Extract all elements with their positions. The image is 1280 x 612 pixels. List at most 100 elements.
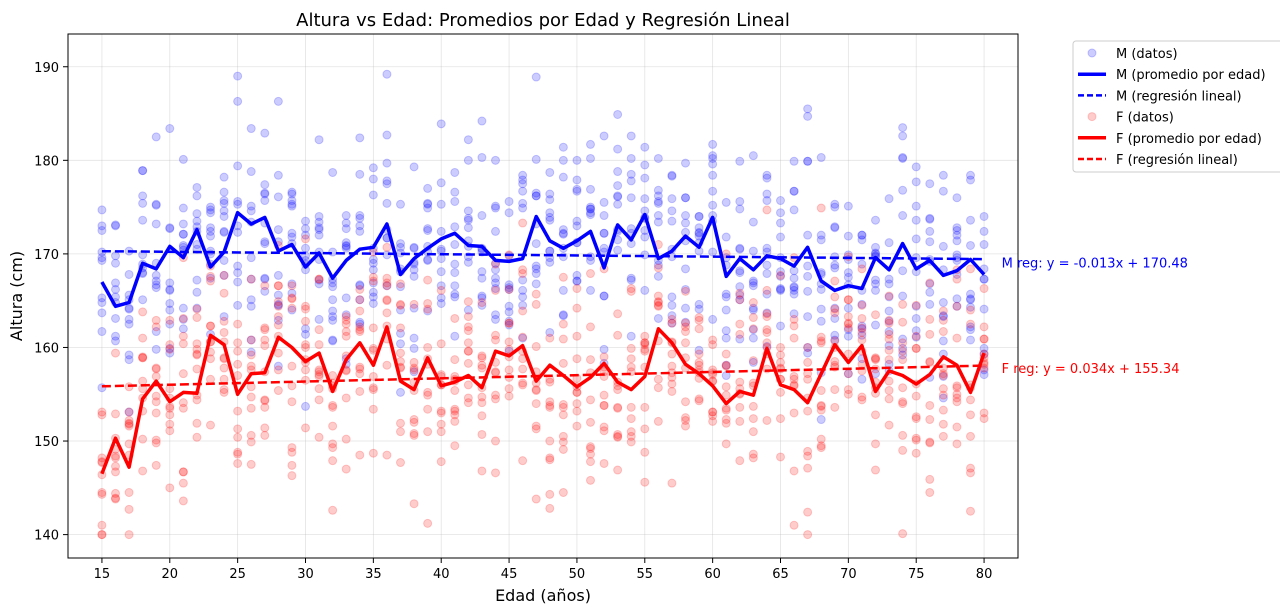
data-point-m [111,220,120,230]
x-tick-label: 20 [162,567,179,582]
data-point-f [531,289,541,299]
data-point-m [328,295,338,305]
data-point-m [409,303,419,313]
data-point-f [871,355,880,365]
data-point-m [748,303,758,313]
data-point-f [301,365,310,375]
data-point-m [246,347,256,357]
data-point-f [708,411,718,421]
data-point-f [341,434,351,444]
data-point-m [979,304,989,314]
data-point-f [545,400,555,410]
data-point-m [586,210,595,220]
data-point-f [314,340,324,350]
data-point-f [151,315,161,325]
data-point-m [531,264,541,274]
data-point-m [450,240,460,250]
data-point-m [531,154,541,164]
data-point-f [816,332,826,342]
data-point-f [545,333,555,343]
data-point-f [124,488,134,497]
data-point-f [165,419,175,429]
data-point-f [518,332,528,342]
data-point-m [708,186,718,196]
data-point-f [640,340,650,350]
data-point-m [124,350,134,360]
data-point-f [938,306,948,316]
data-point-f [857,327,867,337]
data-point-m [572,216,582,226]
data-point-f [368,272,378,282]
data-point-f [966,264,975,274]
data-point-f [721,415,731,425]
data-point-f [843,389,853,399]
data-point-f [504,365,514,375]
data-point-f [328,400,338,410]
data-point-f [97,489,107,499]
data-point-f [762,325,772,335]
data-point-f [952,301,962,311]
data-point-f [776,364,785,374]
data-point-m [287,288,297,298]
data-point-m [206,273,215,283]
data-point-f [314,432,324,442]
data-point-f [613,431,623,441]
data-point-f [545,453,555,463]
data-point-m [504,208,514,218]
data-point-m [789,156,799,166]
data-point-m [898,334,908,344]
data-point-m [504,283,514,293]
data-point-m [789,282,799,292]
data-point-f [233,447,243,457]
data-point-m [246,295,256,305]
x-tick-label: 65 [772,567,789,582]
data-point-f [762,285,772,295]
data-point-m [246,274,256,284]
data-point-m [219,211,229,221]
data-point-m [803,261,813,271]
data-point-m [925,237,935,247]
data-point-f [463,322,473,332]
data-point-f [830,308,840,318]
data-point-m [721,197,731,207]
data-point-m [898,350,908,360]
data-point-m [314,217,324,227]
data-point-m [314,279,324,289]
data-point-f [463,326,473,336]
data-point-f [911,448,921,458]
data-point-f [423,390,433,400]
data-point-f [898,355,908,365]
data-point-m [206,208,215,218]
data-point-f [246,403,256,413]
data-point-m [721,289,731,299]
data-point-m [694,211,704,221]
data-point-f [898,399,908,409]
data-point-m [762,189,772,199]
data-point-f [558,410,568,420]
data-point-m [260,239,270,249]
data-point-f [111,493,120,503]
data-point-m [178,203,188,213]
data-point-m [558,252,568,262]
data-point-f [748,453,758,463]
data-point-m [491,314,500,324]
data-point-m [708,247,718,257]
data-point-m [504,320,514,330]
data-point-f [586,395,595,405]
data-point-f [816,386,826,396]
data-point-f [124,418,134,428]
data-point-m [491,265,500,275]
legend-label: F (promedio por edad) [1116,132,1262,147]
data-point-m [314,135,324,145]
data-point-m [219,270,229,280]
data-point-m [273,315,283,325]
data-point-f [436,457,446,467]
data-point-f [979,414,989,424]
data-point-m [504,284,514,294]
data-point-f [368,385,378,395]
data-point-f [518,364,528,374]
data-point-f [830,304,840,314]
data-point-f [966,468,975,478]
data-point-m [518,175,528,185]
data-point-m [260,196,270,206]
